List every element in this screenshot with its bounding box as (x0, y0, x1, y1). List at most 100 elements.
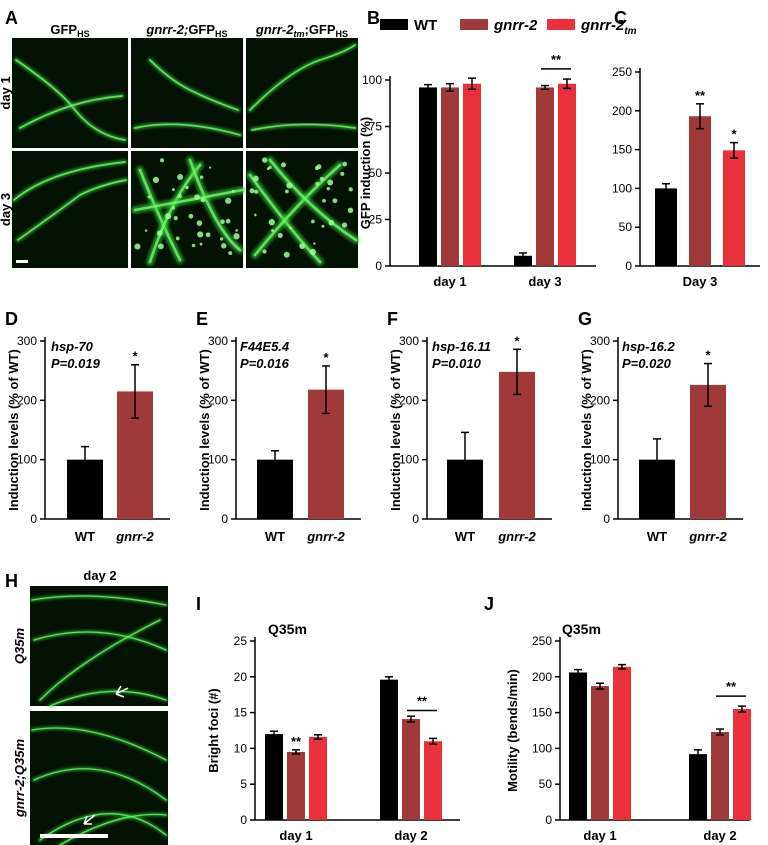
significance-star: ** (417, 693, 428, 708)
worm-a-core (149, 59, 239, 111)
worm-a-core (188, 158, 242, 252)
worm-a-core (17, 179, 127, 241)
y-axis-label: Induction levels (% of WT) (579, 349, 594, 511)
focus-a-focus (254, 189, 259, 194)
bar-gnrr-2 (689, 116, 711, 267)
y-tick-label: 20 (234, 670, 248, 684)
focus-a-focus (283, 251, 290, 258)
category-label: day 1 (583, 828, 616, 843)
focus-a-focus (261, 157, 268, 163)
focus-a-focus (253, 175, 259, 182)
chart-j: 0 50 100 150 200 250 Motility (bends/min) Q35m d… (505, 621, 751, 843)
y-tick-label: 250 (612, 65, 632, 79)
column-label-main: gnrr-2 (255, 22, 294, 37)
focus-a-focus (228, 251, 233, 256)
focus-a-focus (221, 243, 227, 249)
focus-a-focus (231, 189, 235, 193)
legend-label-gnrr-2tm: gnrr-2tm (580, 17, 637, 37)
focus-a-focus (321, 224, 325, 228)
y-tick-label: 25 (234, 634, 248, 648)
focus-a-focus (286, 182, 293, 189)
chart-i: 0 5 10 15 20 25 Bright foci (#) Q35m ** day 1 day … (206, 621, 460, 843)
worm-a-core (134, 123, 241, 136)
focus-a-focus (284, 189, 289, 194)
panel-letter-d: D (5, 309, 18, 329)
bar-gnrr-2 (287, 751, 305, 820)
significance-star: * (323, 350, 329, 365)
bar-WT (265, 734, 283, 820)
bar-gnrr-2tm (613, 666, 631, 820)
focus-a-focus (289, 226, 292, 230)
y-tick-label: 150 (612, 143, 632, 157)
column-label-main: GFP (50, 22, 77, 37)
worm-a-core (19, 95, 123, 129)
pvalue-label: P=0.016 (240, 356, 290, 371)
bar-WT (514, 255, 532, 266)
focus-a-focus (205, 232, 211, 238)
focus-a-focus (175, 236, 180, 241)
legend-label-main: WT (414, 17, 437, 34)
focus-a-focus (225, 197, 232, 204)
legend-swatch-WT (380, 19, 408, 30)
legend-label-main: gnrr-2 (493, 17, 538, 34)
worm-h-core (39, 619, 161, 701)
y-tick-label: 100 (532, 741, 552, 755)
bar-WT (655, 188, 677, 266)
worm-h-core (33, 768, 167, 801)
focus-a-focus (328, 219, 335, 226)
y-tick-label: 75 (369, 120, 383, 134)
y-tick-label: 0 (545, 813, 552, 827)
y-tick-label: 300 (590, 334, 610, 348)
panel-letter-e: E (196, 309, 208, 329)
y-tick-label: 50 (369, 166, 383, 180)
focus-a-focus (326, 186, 331, 191)
significance-star: ** (695, 88, 706, 103)
focus-a-focus (271, 229, 275, 233)
bar-gnrr-2 (402, 719, 420, 820)
focus-a-focus (134, 243, 141, 250)
bar-WT (419, 87, 437, 266)
column-label-main: gnrr-2; (145, 22, 188, 37)
y-tick-label: 0 (625, 259, 632, 273)
focus-a-focus (147, 195, 151, 199)
significance-star: * (132, 349, 138, 364)
significance-star: * (731, 127, 737, 142)
significance-star: ** (726, 679, 737, 694)
panel-letter-a: A (5, 8, 18, 28)
bar-WT (380, 679, 398, 820)
bar-gnrr-2tm (424, 741, 442, 820)
y-tick-label: 25 (369, 213, 383, 227)
category-label: Day 3 (683, 274, 718, 289)
bar-gnrr-2tm (733, 709, 751, 820)
column-label-tail: ;GFP (304, 22, 335, 37)
gene-label: hsp-70 (51, 339, 94, 354)
focus-a-focus (277, 232, 283, 239)
bar-gnrr-2 (499, 371, 535, 519)
panel-letter-h: H (5, 571, 18, 591)
significance-star: * (705, 348, 711, 363)
y-tick-label: 0 (412, 512, 419, 526)
y-tick-label: 300 (208, 334, 228, 348)
focus-a-focus (313, 242, 316, 245)
category-label: gnrr-2 (306, 529, 345, 544)
pvalue-label: P=0.019 (51, 356, 101, 371)
bar-gnrr-2tm (723, 150, 745, 266)
category-label: day 2 (394, 828, 427, 843)
pvalue-label: P=0.010 (432, 356, 482, 371)
focus-a-focus (144, 229, 148, 232)
micrograph-a-column-label: gnrr-2tm;GFPHS (255, 22, 348, 39)
focus-a-focus (188, 213, 194, 219)
bar-WT (689, 754, 707, 820)
y-tick-label: 0 (375, 259, 382, 273)
focus-a-focus (220, 219, 225, 224)
scale-bar-h (40, 834, 108, 838)
focus-a-focus (199, 242, 203, 246)
focus-a-focus (280, 162, 287, 168)
micrograph-a-column-label: GFPHS (50, 22, 89, 39)
y-tick-label: 200 (17, 393, 37, 407)
y-tick-label: 300 (399, 334, 419, 348)
focus-a-focus (268, 165, 272, 170)
